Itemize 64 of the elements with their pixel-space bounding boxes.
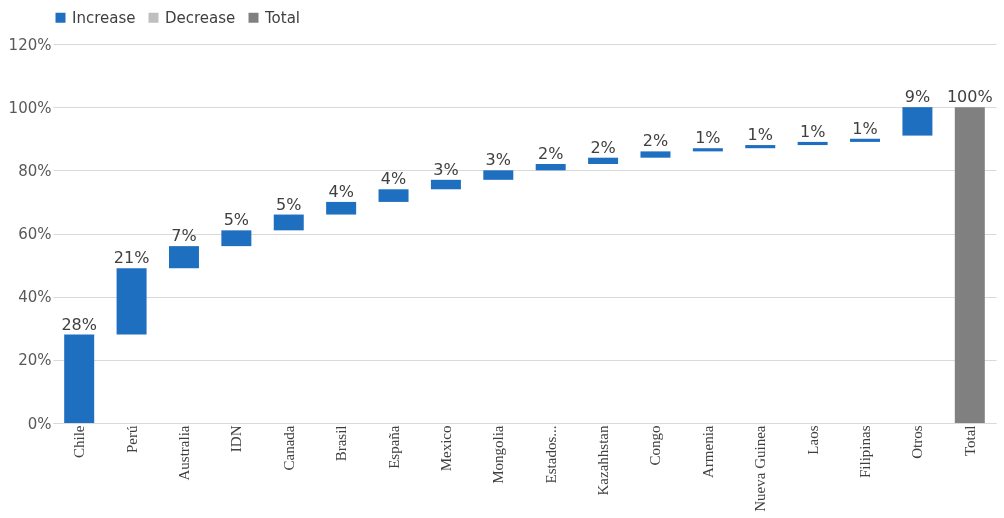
bar xyxy=(378,189,409,202)
data-label: 5% xyxy=(276,194,302,214)
x-tick-label: Chile xyxy=(71,425,88,458)
y-tick-label: 0% xyxy=(27,414,52,433)
x-tick-label: Mongolia xyxy=(490,425,507,484)
data-label: 3% xyxy=(433,159,459,179)
data-label: 3% xyxy=(485,150,511,170)
data-label: 100% xyxy=(946,87,993,107)
x-tick-label: Laos xyxy=(804,425,821,455)
data-label: 2% xyxy=(590,137,616,157)
data-label: 9% xyxy=(904,87,931,107)
data-label: 2% xyxy=(538,144,564,164)
bar xyxy=(797,141,828,146)
bar xyxy=(850,138,881,142)
x-tick-label: Total xyxy=(961,425,978,457)
bar xyxy=(692,148,723,152)
bar xyxy=(588,157,619,165)
legend-label: Total xyxy=(264,8,301,27)
bar xyxy=(430,179,461,190)
x-tick-label: Australia xyxy=(175,425,192,481)
x-tick-label: Mexico xyxy=(437,425,454,472)
x-tick-label: Canada xyxy=(280,425,297,471)
x-tick-label: Nueva Guinea xyxy=(752,425,769,512)
y-tick-label: 40% xyxy=(18,288,52,307)
x-tick-label: IDN xyxy=(228,425,245,453)
x-tick-label: Perú xyxy=(123,425,140,453)
y-tick-label: 100% xyxy=(8,98,52,117)
bar xyxy=(326,201,357,215)
y-tick-label: 60% xyxy=(18,225,52,243)
bar xyxy=(221,230,252,247)
data-label: 5% xyxy=(223,210,250,230)
x-tick-label: Otros xyxy=(909,425,926,459)
data-label: 1% xyxy=(852,118,878,138)
x-tick-label: Estados... xyxy=(542,425,559,484)
bar xyxy=(745,145,776,149)
bar xyxy=(116,268,147,335)
data-label: 1% xyxy=(799,121,826,141)
data-label: 4% xyxy=(380,169,407,189)
legend-label: Decrease xyxy=(165,8,236,27)
bar xyxy=(168,246,199,269)
data-label: 7% xyxy=(171,226,197,246)
data-label: 21% xyxy=(113,248,150,268)
data-label: 1% xyxy=(747,125,773,145)
bar xyxy=(273,214,304,231)
x-tick-label: España xyxy=(385,425,402,469)
data-label: 4% xyxy=(328,181,354,201)
y-tick-label: 20% xyxy=(18,351,52,370)
bar xyxy=(535,164,566,171)
x-tick-label: Filipinas xyxy=(857,425,874,479)
bar xyxy=(640,151,671,158)
bar xyxy=(902,107,933,136)
x-tick-label: Kazahhstan xyxy=(595,425,612,496)
legend-label: Increase xyxy=(72,8,136,27)
x-tick-label: Brasil xyxy=(333,425,350,462)
y-tick-label: 80% xyxy=(18,161,52,180)
x-tick-label: Armenia xyxy=(699,425,716,478)
bar xyxy=(954,107,985,423)
data-label: 28% xyxy=(61,314,97,334)
data-label: 2% xyxy=(642,131,669,151)
x-tick-label: Congo xyxy=(647,425,664,466)
bar xyxy=(64,334,95,423)
y-tick-label: 120% xyxy=(8,35,52,54)
data-label: 1% xyxy=(695,128,721,148)
bar xyxy=(483,170,514,180)
